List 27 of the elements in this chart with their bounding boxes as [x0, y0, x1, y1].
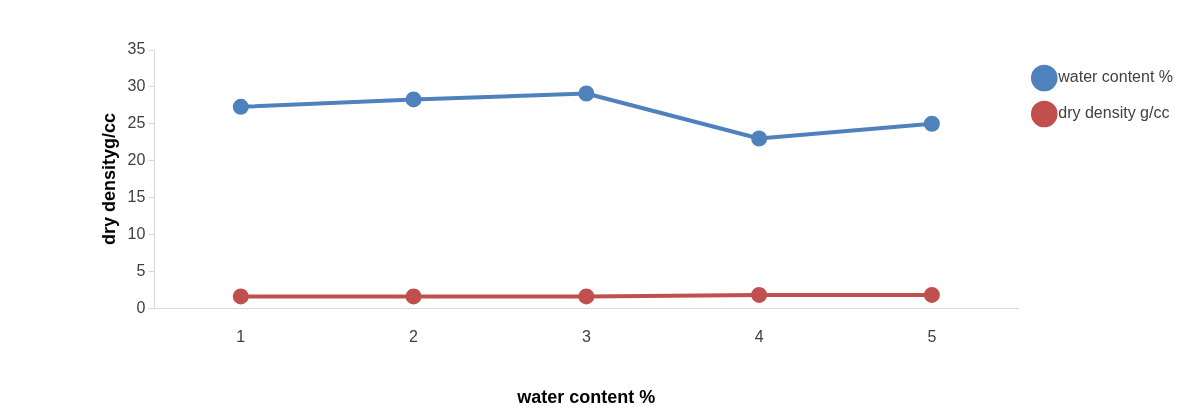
x-tick-label: 1: [236, 328, 246, 346]
x-tick-label: 4: [754, 328, 764, 346]
x-axis-title: water content %: [516, 387, 656, 408]
y-tick-label: 15: [127, 187, 146, 205]
point: [405, 91, 422, 108]
point: [578, 288, 595, 305]
point: [923, 115, 940, 132]
y-tick-label: 30: [127, 77, 146, 95]
point: [405, 288, 422, 305]
y-tick-label: 25: [127, 114, 146, 132]
point: [232, 288, 249, 305]
y-tick-label: 10: [127, 224, 146, 242]
point: [751, 286, 768, 303]
legend-label: water content %: [1057, 68, 1174, 86]
legend-label: dry density g/cc: [1058, 104, 1170, 122]
point: [578, 85, 595, 102]
point: [751, 130, 768, 147]
y-tick-label: 35: [127, 40, 146, 58]
y-tick-label: 0: [136, 298, 146, 316]
point: [923, 286, 940, 303]
x-tick-label: 2: [409, 328, 419, 346]
y-tick-label: 20: [127, 151, 146, 169]
x-tick-label: 5: [927, 328, 937, 346]
y-axis-title: dry densityg/cc: [98, 113, 119, 246]
x-tick-label: 3: [581, 328, 591, 346]
point: [232, 98, 249, 115]
y-tick-label: 5: [136, 261, 146, 279]
